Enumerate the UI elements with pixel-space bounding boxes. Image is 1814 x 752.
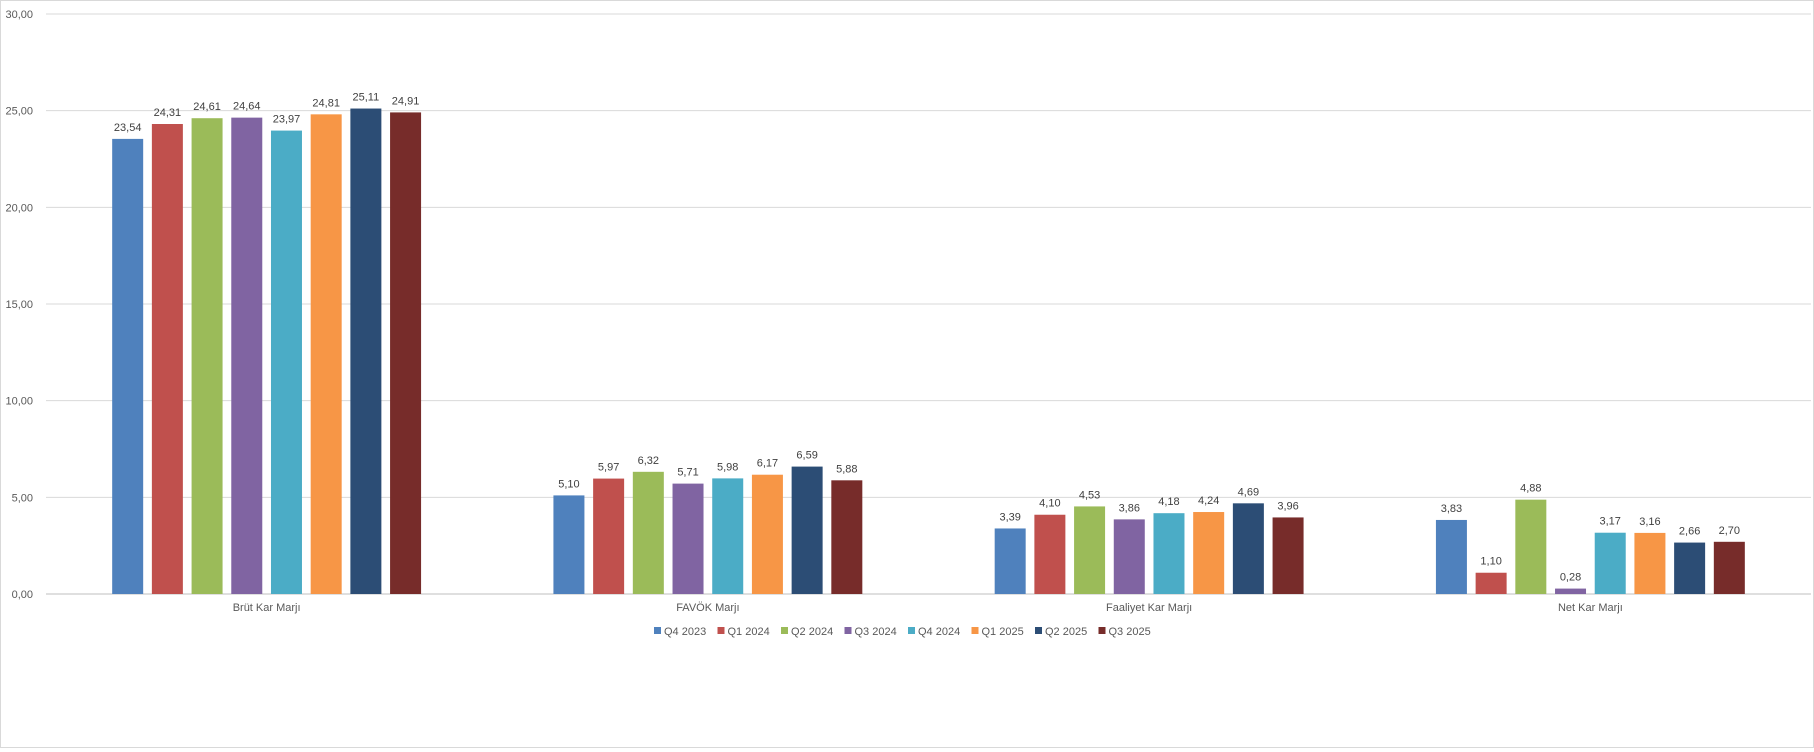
bar	[1074, 506, 1106, 594]
bar	[350, 108, 382, 594]
bar	[1634, 532, 1666, 594]
data-label: 5,71	[677, 467, 698, 479]
legend-swatch	[717, 627, 725, 634]
legend-swatch	[844, 627, 852, 634]
bar	[672, 483, 704, 594]
data-label: 23,97	[273, 114, 301, 126]
data-label: 24,81	[312, 97, 340, 109]
data-label: 23,54	[114, 122, 142, 134]
bar	[151, 124, 183, 595]
data-label: 5,98	[717, 461, 738, 473]
bar	[791, 466, 823, 594]
bar	[1232, 503, 1264, 594]
x-tick-label: Faaliyet Kar Marjı	[1106, 602, 1192, 614]
data-label: 6,17	[757, 458, 778, 470]
data-label: 24,31	[154, 107, 182, 119]
data-label: 25,11	[353, 92, 380, 104]
data-label: 24,64	[233, 101, 261, 113]
data-label: 3,83	[1441, 503, 1462, 515]
data-label: 1,10	[1480, 556, 1501, 568]
bar	[712, 478, 744, 594]
data-label: 6,59	[796, 450, 817, 462]
data-label: 3,17	[1600, 516, 1621, 528]
data-label: 4,88	[1520, 483, 1541, 495]
x-tick-label: Net Kar Marjı	[1558, 602, 1623, 614]
bar	[1034, 514, 1066, 594]
data-label: 3,39	[999, 511, 1020, 523]
bar	[1594, 532, 1626, 594]
bar	[112, 138, 144, 595]
legend-label: Q4 2024	[918, 626, 960, 638]
data-label: 24,91	[392, 95, 420, 107]
bar	[632, 471, 664, 594]
data-label: 5,88	[836, 463, 857, 475]
data-label: 4,24	[1198, 495, 1219, 507]
legend-label: Q3 2024	[855, 626, 897, 638]
legend-swatch	[1098, 627, 1106, 634]
bar	[1193, 512, 1225, 594]
bar	[831, 480, 863, 594]
legend-label: Q1 2025	[982, 626, 1024, 638]
legend: Q4 2023 Q1 2024 Q2 2024 Q3 2024 Q4 2024 Q1 20…	[654, 626, 1151, 638]
data-label: 4,10	[1039, 498, 1060, 510]
x-tick-label: Brüt Kar Marjı	[233, 602, 301, 614]
bar	[1475, 572, 1507, 594]
legend-swatch	[1035, 627, 1042, 634]
bar	[553, 495, 585, 594]
y-tick-label: 25,00	[5, 106, 33, 118]
bar	[1435, 519, 1467, 594]
x-axis: Brüt Kar Marjı FAVÖK Marjı Faaliyet Kar Ma…	[233, 602, 1623, 614]
legend-label: Q1 2024	[728, 626, 770, 638]
data-label: 4,53	[1079, 489, 1100, 501]
bar	[994, 528, 1026, 594]
bar	[593, 478, 625, 594]
bars	[112, 108, 1745, 595]
data-label: 3,96	[1277, 500, 1298, 512]
data-label: 3,86	[1119, 502, 1140, 514]
data-label: 2,70	[1719, 525, 1740, 537]
y-tick-label: 30,00	[5, 9, 33, 21]
bar	[1713, 541, 1745, 594]
legend-label: Q4 2023	[664, 626, 706, 638]
bar	[1113, 519, 1145, 594]
data-labels: 23,54 24,31 24,61 24,64 23,97 24,81 25,11 24,91…	[114, 92, 1740, 584]
bar	[1515, 499, 1547, 594]
data-label: 3,16	[1639, 516, 1660, 528]
bar	[270, 130, 302, 594]
bar	[1272, 517, 1304, 594]
bar	[1674, 542, 1706, 594]
data-label: 5,97	[598, 462, 619, 474]
bar	[751, 474, 783, 594]
bar	[231, 117, 263, 595]
y-tick-label: 5,00	[12, 492, 33, 504]
x-tick-label: FAVÖK Marjı	[676, 602, 739, 614]
legend-label: Q3 2025	[1109, 626, 1151, 638]
legend-swatch	[654, 627, 661, 634]
data-label: 24,61	[193, 101, 221, 113]
y-tick-label: 15,00	[5, 299, 33, 311]
legend-swatch	[971, 627, 979, 634]
legend-swatch	[781, 627, 788, 634]
data-label: 0,28	[1560, 572, 1581, 584]
data-label: 4,69	[1238, 486, 1259, 498]
y-tick-label: 10,00	[5, 396, 33, 408]
bar	[1555, 588, 1587, 594]
bar	[390, 112, 422, 594]
data-label: 4,18	[1158, 496, 1179, 508]
y-tick-label: 0,00	[12, 589, 33, 601]
y-tick-label: 20,00	[5, 202, 33, 214]
legend-label: Q2 2025	[1045, 626, 1087, 638]
bar	[191, 118, 223, 594]
bar	[1153, 513, 1185, 594]
data-label: 5,10	[558, 478, 579, 490]
bar	[310, 114, 342, 594]
y-axis: 0,00 5,00 10,00 15,00 20,00 25,00 30,00	[5, 9, 33, 601]
data-label: 6,32	[638, 455, 659, 467]
legend-swatch	[908, 627, 915, 634]
data-label: 2,66	[1679, 526, 1700, 538]
legend-label: Q2 2024	[791, 626, 833, 638]
